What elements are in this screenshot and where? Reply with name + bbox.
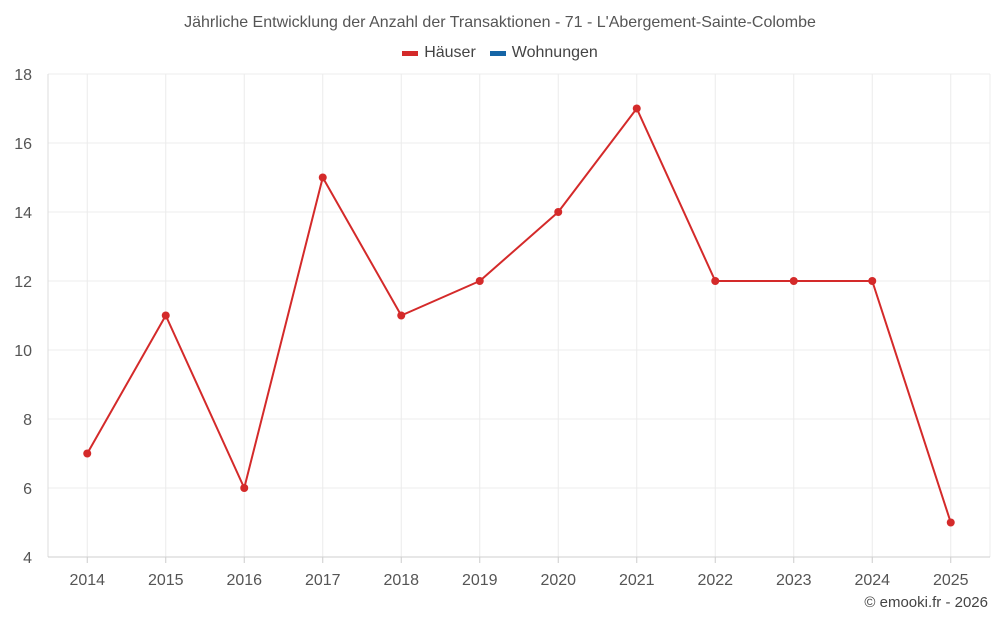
chart-legend: Häuser Wohnungen <box>0 44 1000 62</box>
y-tick-label: 6 <box>23 481 32 498</box>
y-tick-label: 8 <box>23 412 32 429</box>
legend-label-wohnungen: Wohnungen <box>511 44 598 61</box>
y-tick-label: 18 <box>14 67 32 84</box>
data-point <box>632 104 641 113</box>
data-point <box>789 277 798 285</box>
legend-label-haeuser: Häuser <box>424 44 476 61</box>
data-point <box>240 484 249 492</box>
x-tick-label: 2016 <box>226 572 262 589</box>
legend-item-wohnungen[interactable]: Wohnungen <box>489 44 598 62</box>
y-tick-label: 12 <box>14 274 32 291</box>
data-point <box>83 449 92 458</box>
x-tick-label: 2021 <box>619 572 655 589</box>
data-point <box>318 173 327 182</box>
x-tick-label: 2014 <box>69 572 105 589</box>
x-tick-label: 2015 <box>148 572 184 589</box>
x-tick-label: 2020 <box>540 572 576 589</box>
x-tick-label: 2024 <box>854 572 890 589</box>
x-tick-label: 2022 <box>697 572 733 589</box>
data-point <box>711 277 720 285</box>
series-line-0 <box>86 107 952 523</box>
legend-swatch-wohnungen <box>489 50 506 56</box>
x-tick-label: 2017 <box>305 572 341 589</box>
y-tick-label: 14 <box>14 205 32 222</box>
data-point <box>475 277 484 285</box>
legend-swatch-haeuser <box>402 50 419 56</box>
data-point <box>397 311 406 320</box>
credit-text: © emooki.fr - 2026 <box>864 594 988 611</box>
data-point <box>161 311 170 320</box>
data-point <box>868 277 877 285</box>
x-tick-label: 2018 <box>383 572 419 589</box>
x-tick-label: 2023 <box>776 572 812 589</box>
legend-item-haeuser[interactable]: Häuser <box>402 44 476 62</box>
data-point <box>946 518 955 527</box>
x-tick-label: 2025 <box>933 572 969 589</box>
data-point <box>554 208 563 216</box>
y-tick-label: 10 <box>14 343 32 360</box>
x-tick-label: 2019 <box>462 572 498 589</box>
y-tick-label: 16 <box>14 136 32 153</box>
chart-title: Jährliche Entwicklung der Anzahl der Tra… <box>184 14 816 31</box>
y-tick-label: 4 <box>23 550 32 567</box>
